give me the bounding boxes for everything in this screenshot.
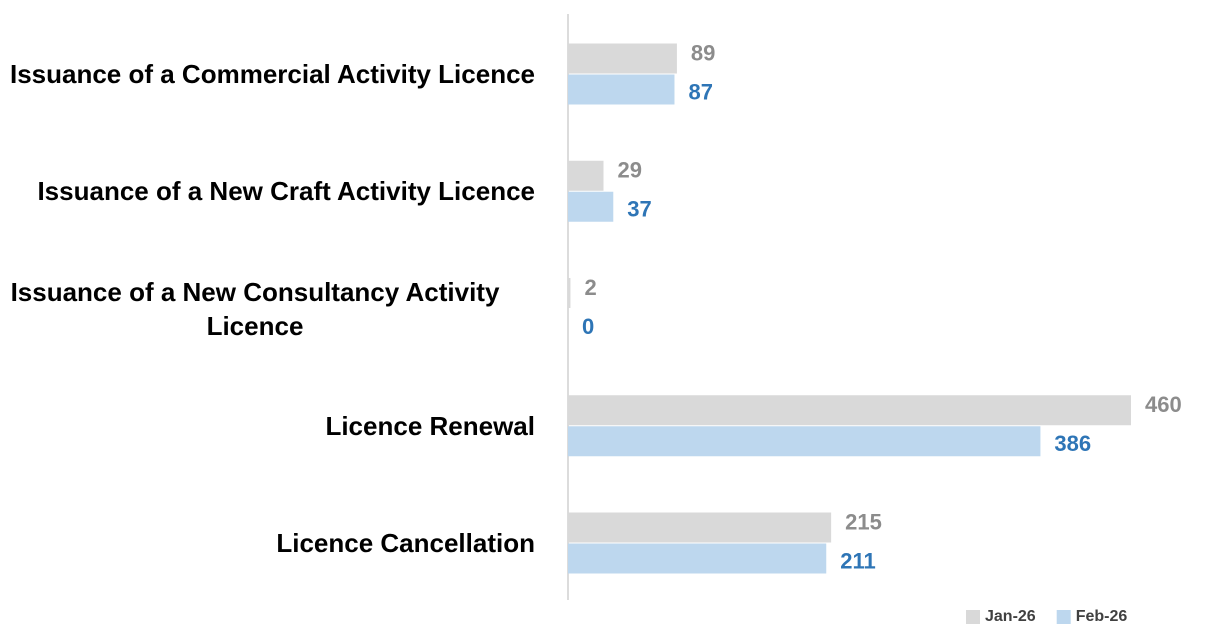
bar [568,426,1041,457]
legend-label: Jan-26 [985,608,1036,625]
bar [568,160,604,191]
category-label-box: Issuance of a New Craft Activity Licence [0,174,535,208]
category-label: Licence Cancellation [276,528,535,558]
value-label: 87 [688,79,712,104]
bar [568,512,832,543]
category-label: Licence Renewal [325,410,535,441]
bar [568,74,675,105]
value-label: 460 [1145,392,1182,417]
bar [568,278,571,308]
value-label: 2 [584,275,596,300]
value-label: 37 [627,197,651,222]
value-label: 89 [691,40,715,65]
bar [568,543,827,574]
value-label: 0 [582,314,594,339]
category-label-box: Issuance of a Commercial Activity Licenc… [0,57,535,91]
value-label: 215 [845,509,882,534]
category-label: Issuance of a New Consultancy Activity L… [10,276,500,341]
legend-swatch [966,610,980,624]
category-label-box: Licence Renewal [0,409,535,443]
value-label: 386 [1054,431,1091,456]
category-label-box: Issuance of a New Consultancy Activity L… [0,275,535,343]
category-label-box: Licence Cancellation [0,526,535,560]
bar [568,395,1131,426]
legend-swatch [1056,610,1071,624]
category-label: Issuance of a Commercial Activity Licenc… [9,59,535,89]
bar [568,191,614,222]
legend-label: Feb-26 [1076,608,1128,625]
value-label: 29 [617,158,641,183]
bar [568,43,677,74]
value-label: 211 [840,548,876,573]
category-label: Issuance of a New Craft Activity Licence [37,176,535,207]
